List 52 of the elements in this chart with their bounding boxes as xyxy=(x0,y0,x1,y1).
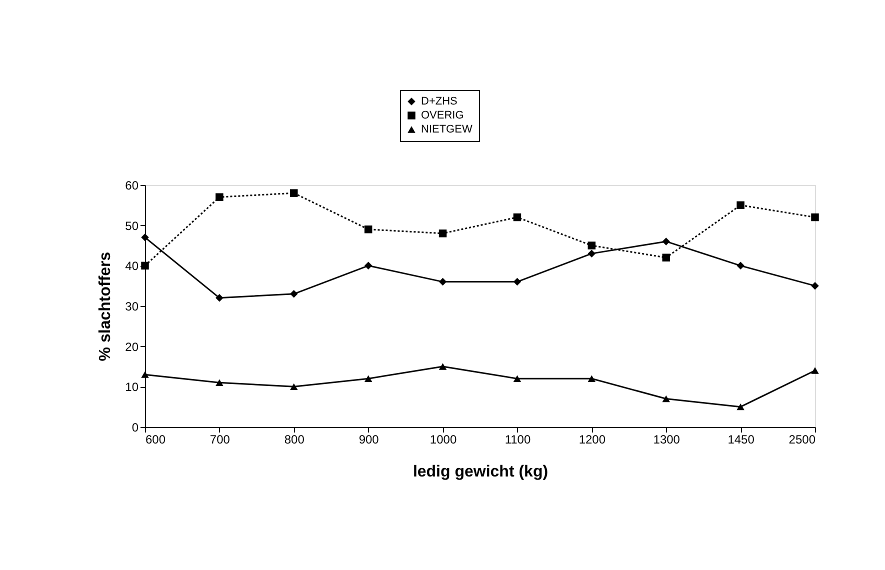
y-tick-label: 20 xyxy=(125,340,139,354)
point xyxy=(588,250,596,258)
point xyxy=(141,234,149,242)
point xyxy=(736,201,744,210)
point xyxy=(141,262,149,270)
x-tick-label: 700 xyxy=(210,432,230,446)
y-tick-label: 60 xyxy=(125,178,139,192)
point xyxy=(811,367,819,374)
y-tick-label: 10 xyxy=(125,380,139,394)
point xyxy=(216,294,224,302)
legend-label: D+ZHS xyxy=(421,96,458,108)
point xyxy=(811,213,819,222)
point xyxy=(438,363,447,370)
point xyxy=(290,189,298,197)
x-tick-label: 1300 xyxy=(653,432,680,446)
y-tick-label: 50 xyxy=(125,218,139,233)
x-tick-label: 900 xyxy=(358,432,380,446)
point xyxy=(662,395,670,402)
y-tick-label: 0 xyxy=(132,420,139,434)
point xyxy=(290,383,298,390)
x-tick-label: 2500 xyxy=(788,432,816,446)
x-axis-title: ledig gewicht (kg) xyxy=(412,464,548,480)
point xyxy=(513,213,522,222)
point xyxy=(290,290,298,298)
point xyxy=(513,375,522,382)
point xyxy=(216,193,224,201)
point xyxy=(588,375,596,382)
x-tick-label: 1100 xyxy=(504,432,531,446)
x-tick-label: 800 xyxy=(284,432,305,446)
point xyxy=(662,254,670,262)
y-axis-title: % slachtoffers xyxy=(97,252,114,362)
point xyxy=(216,379,224,386)
point xyxy=(736,403,744,410)
x-tick-label: 600 xyxy=(146,432,166,446)
point xyxy=(364,375,372,382)
x-tick-label: 1200 xyxy=(578,432,606,446)
point xyxy=(811,282,819,290)
y-tick-label: 30 xyxy=(125,300,139,314)
point xyxy=(141,371,149,378)
point xyxy=(364,262,372,270)
point xyxy=(364,225,372,234)
point xyxy=(438,278,447,286)
x-tick-label: 1000 xyxy=(430,432,457,446)
legend-label: OVERIG xyxy=(421,110,464,122)
point xyxy=(438,230,447,238)
point xyxy=(513,278,522,286)
y-tick-label: 40 xyxy=(125,259,139,274)
point xyxy=(736,262,744,270)
x-tick-label: 1450 xyxy=(728,432,755,446)
legend-label: NIETGEW xyxy=(421,124,473,136)
point xyxy=(588,242,596,250)
point xyxy=(662,238,670,246)
